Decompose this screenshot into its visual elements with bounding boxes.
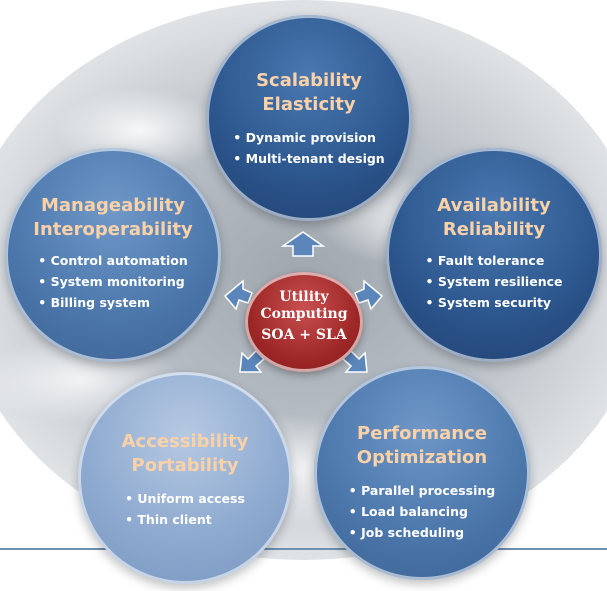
bubble-list: Parallel processing Load balancing Job s… — [349, 480, 496, 543]
list-item: System resilience — [426, 271, 563, 292]
list-item: Job scheduling — [349, 522, 496, 543]
list-item: Multi-tenant design — [233, 148, 385, 169]
center-title: Computing — [260, 306, 348, 322]
bubble-manageability: Manageability Interoperability Control a… — [5, 148, 221, 362]
bubble-performance: Performance Optimization Parallel proces… — [314, 366, 530, 580]
arrow-left-icon — [223, 279, 253, 311]
arrow-right-icon — [354, 279, 384, 311]
bubble-accessibility: Accessibility Portability Uniform access… — [78, 372, 292, 584]
bubble-subtitle: Elasticity — [262, 94, 356, 115]
bubble-subtitle: Reliability — [442, 219, 546, 240]
list-item: Parallel processing — [349, 480, 495, 501]
list-item: Load balancing — [349, 501, 496, 522]
bubble-subtitle: Interoperability — [33, 219, 193, 240]
list-item: Control automation — [38, 250, 188, 271]
bubble-list: Dynamic provision Multi-tenant design — [233, 127, 385, 169]
bubble-list: Uniform access Thin client — [125, 488, 245, 530]
list-item: Thin client — [125, 509, 245, 530]
bubble-title: Availability — [437, 195, 551, 216]
bubble-title: Performance — [357, 423, 487, 444]
bubble-list: Fault tolerance System resilience System… — [426, 250, 563, 313]
bubble-scalability: Scalability Elasticity Dynamic provision… — [206, 15, 412, 221]
list-item: Uniform access — [125, 488, 245, 509]
list-item: Dynamic provision — [233, 127, 384, 148]
divider-line — [0, 548, 607, 550]
bubble-availability: Availability Reliability Fault tolerance… — [386, 148, 602, 362]
bubble-subtitle: Optimization — [356, 447, 488, 468]
bubble-list: Control automation System monitoring Bil… — [38, 250, 188, 313]
arrow-up-icon — [280, 231, 326, 257]
list-item: Fault tolerance — [426, 250, 563, 271]
list-item: System security — [426, 292, 563, 313]
bubble-title: Manageability — [41, 195, 185, 216]
bubble-title: Accessibility — [121, 431, 249, 452]
center-subtitle: SOA + SLA — [261, 327, 347, 343]
list-item: Billing system — [38, 292, 187, 313]
bubble-title: Scalability — [256, 70, 362, 91]
list-item: System monitoring — [38, 271, 187, 292]
center-title: Utility — [279, 289, 329, 305]
center-node: Utility Computing SOA + SLA — [245, 272, 363, 372]
bubble-subtitle: Portability — [131, 455, 239, 476]
